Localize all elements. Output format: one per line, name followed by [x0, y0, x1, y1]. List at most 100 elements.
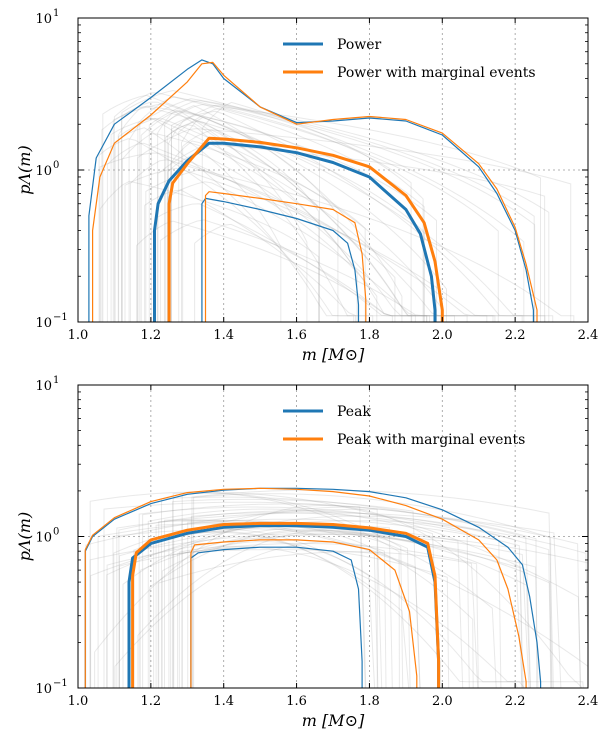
- draw-line: [157, 110, 308, 322]
- series-line-orange-median: [167, 136, 444, 322]
- posterior-draws: [85, 489, 588, 688]
- legend: Peak Peak with marginal events: [283, 404, 525, 448]
- draw-line: [164, 124, 374, 322]
- draw-line: [110, 117, 455, 322]
- x-tick-label: 2.0: [432, 328, 453, 343]
- x-tick-label: 1.0: [68, 328, 89, 343]
- draw-line: [89, 491, 582, 688]
- y-tick-label: 10: [35, 531, 52, 546]
- draw-line: [106, 534, 530, 688]
- y-tick-label: 10: [35, 682, 52, 697]
- draw-line: [117, 105, 320, 322]
- draw-line: [118, 118, 443, 322]
- draw-line: [191, 489, 554, 688]
- draw-line: [114, 541, 387, 688]
- draw-line: [112, 528, 539, 688]
- series-line-blue-median: [153, 141, 437, 322]
- y-tick-exponent: 0: [53, 160, 59, 171]
- draw-line: [121, 133, 366, 322]
- draw-line: [89, 532, 588, 688]
- draw-line: [190, 512, 524, 688]
- draw-line: [167, 181, 488, 322]
- draw-line: [137, 529, 411, 688]
- draw-line: [121, 89, 525, 322]
- draw-line: [168, 531, 410, 688]
- x-axis-label: m [M⊙]: [302, 345, 365, 364]
- draw-line: [194, 223, 468, 322]
- draw-line: [201, 101, 424, 322]
- series-line-blue-upper: [88, 59, 534, 322]
- draw-line: [171, 110, 535, 322]
- draw-line: [155, 203, 494, 322]
- x-tick-label: 1.4: [213, 694, 234, 709]
- x-tick-label: 1.6: [286, 694, 307, 709]
- draw-line: [97, 518, 502, 688]
- draw-line: [128, 117, 282, 322]
- x-tick-label: 2.2: [505, 328, 526, 343]
- draw-line: [145, 169, 575, 322]
- x-tick-label: 2.4: [578, 328, 599, 343]
- x-tick-label: 2.2: [505, 694, 526, 709]
- x-tick-label: 1.6: [286, 328, 307, 343]
- legend-entry: Peak with marginal events: [337, 432, 525, 448]
- series-line-orange-lower: [190, 539, 418, 688]
- draw-line: [157, 551, 479, 688]
- series-line-blue-lower: [201, 197, 360, 322]
- plot-area: [78, 18, 588, 322]
- draw-line: [153, 531, 583, 688]
- draw-line: [149, 529, 497, 688]
- x-tick-label: 1.0: [68, 694, 89, 709]
- legend-entry: Peak: [337, 404, 371, 420]
- x-tick-label: 1.8: [359, 328, 380, 343]
- draw-line: [170, 140, 358, 322]
- draw-line: [164, 105, 403, 322]
- y-axis-label: pΛ(m): [15, 145, 34, 194]
- x-tick-label: 2.0: [432, 694, 453, 709]
- draw-line: [155, 523, 523, 688]
- draw-line: [140, 109, 437, 322]
- draw-line: [122, 525, 474, 688]
- draw-line: [112, 102, 523, 322]
- legend-entry: Power with marginal events: [337, 65, 536, 81]
- series-line-orange-upper: [92, 61, 538, 322]
- draw-line: [157, 143, 546, 322]
- draw-line: [139, 530, 531, 688]
- x-tick-label: 2.4: [578, 694, 599, 709]
- draw-line: [119, 520, 588, 688]
- draw-line: [193, 493, 552, 688]
- draw-line: [114, 127, 357, 322]
- draw-line: [181, 520, 421, 688]
- draw-line: [94, 505, 584, 688]
- draw-line: [99, 152, 554, 322]
- draw-line: [102, 94, 447, 322]
- x-tick-label: 1.8: [359, 694, 380, 709]
- draw-line: [103, 501, 581, 688]
- draw-line: [98, 138, 355, 322]
- draw-line: [172, 498, 421, 688]
- draw-line: [166, 120, 430, 322]
- series-line-orange-upper: [84, 487, 527, 688]
- y-tick-exponent: −1: [53, 678, 68, 689]
- y-axis-label: pΛ(m): [15, 512, 34, 561]
- x-axis-label: m [M⊙]: [302, 711, 365, 730]
- y-tick-exponent: 1: [53, 8, 59, 19]
- draw-line: [99, 180, 320, 322]
- draw-line: [142, 503, 538, 688]
- series-line-orange-lower: [204, 191, 367, 322]
- draw-line: [167, 152, 416, 322]
- draw-line: [177, 549, 379, 688]
- draw-line: [144, 189, 428, 322]
- draw-line: [178, 545, 518, 688]
- draw-line: [150, 103, 541, 322]
- series-line-blue-upper: [84, 487, 542, 688]
- draw-line: [182, 129, 428, 322]
- draw-line: [161, 540, 525, 688]
- y-tick-label: 10: [35, 164, 52, 179]
- draw-line: [178, 108, 499, 322]
- draw-line: [137, 128, 572, 322]
- draw-line: [106, 142, 378, 322]
- y-tick-exponent: 0: [53, 527, 59, 538]
- draw-line: [137, 96, 412, 322]
